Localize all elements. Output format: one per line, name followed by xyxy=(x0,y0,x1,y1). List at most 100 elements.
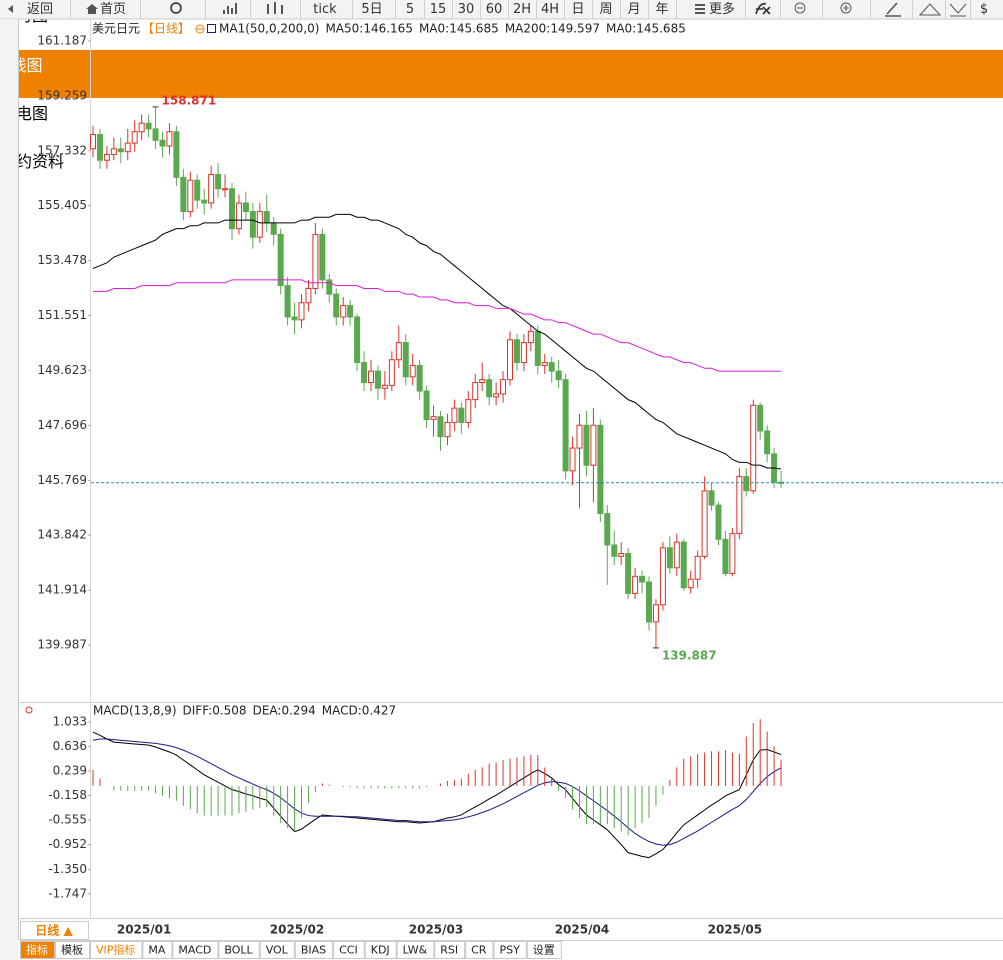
candle-body xyxy=(646,581,652,623)
candle-body xyxy=(256,211,263,238)
triangle-icon[interactable] xyxy=(918,3,942,16)
refresh-icon[interactable] xyxy=(170,2,182,14)
low-label: 139.887 xyxy=(662,648,717,662)
y-tick-label: 0.636 xyxy=(53,739,87,753)
bottom-tab[interactable]: VIP指标 xyxy=(96,943,135,957)
legend-entry: DIFF:0.508 xyxy=(183,704,247,718)
toolbar-button[interactable]: 30 xyxy=(458,2,475,17)
toolbar-button[interactable]: 5 xyxy=(406,2,414,17)
period-button[interactable]: 日线 ▲ xyxy=(35,923,73,938)
bottom-tab[interactable]: MACD xyxy=(178,944,211,957)
toolbar-button[interactable]: 2H xyxy=(513,2,531,17)
toolbar-button[interactable]: 5日 xyxy=(361,2,382,17)
candle-body xyxy=(472,382,479,401)
candle-body xyxy=(666,547,673,569)
candle-body xyxy=(500,379,507,395)
bottom-tab[interactable]: BIAS xyxy=(301,944,326,957)
toolbar-button[interactable]: 更多 xyxy=(709,1,735,17)
candle-body xyxy=(319,233,326,281)
toolbar-button[interactable]: 年 xyxy=(655,2,668,17)
candle-body xyxy=(576,424,583,449)
high-label: 158.871 xyxy=(162,93,217,107)
candle-body xyxy=(708,490,715,506)
y-tick-label: -0.158 xyxy=(48,788,87,802)
toolbar-button[interactable]: 15 xyxy=(430,2,447,17)
toolbar-button[interactable]: 返回 xyxy=(27,2,53,17)
bottom-tab[interactable]: VOL xyxy=(266,944,289,957)
candle-body xyxy=(715,504,722,540)
candle-body xyxy=(402,342,409,378)
candle-body xyxy=(270,222,277,235)
pen-icon[interactable] xyxy=(885,2,901,17)
candle-icon[interactable] xyxy=(267,2,283,14)
bottom-tab[interactable]: BOLL xyxy=(224,944,253,957)
toolbar-button[interactable]: 月 xyxy=(627,2,640,17)
tab-box xyxy=(493,941,527,959)
bottom-tab[interactable]: RSI xyxy=(440,944,458,957)
toolbar-button[interactable]: tick xyxy=(313,2,337,17)
toolbar-button[interactable]: 4H xyxy=(541,2,559,17)
candle-body xyxy=(430,416,437,421)
x-tick-label: 2025/05 xyxy=(708,923,762,937)
toolbar-button[interactable]: 周 xyxy=(599,2,612,17)
toolbar-button[interactable]: 60 xyxy=(486,2,503,17)
legend-entry: MA1(50,0,200,0) xyxy=(219,22,319,36)
candle-body xyxy=(291,316,298,321)
home-icon xyxy=(86,4,98,14)
period-button-box[interactable] xyxy=(20,921,89,940)
tab-box xyxy=(20,941,55,959)
ma-icon[interactable] xyxy=(207,24,216,33)
bottom-tab[interactable]: PSY xyxy=(499,944,520,957)
chart-title: 美元日元 xyxy=(92,22,140,36)
tab-box xyxy=(333,941,365,959)
candle-body xyxy=(340,305,347,318)
zoom-in-icon[interactable] xyxy=(840,2,852,14)
tab-box xyxy=(434,941,466,959)
candle-body xyxy=(131,131,138,144)
candle-body xyxy=(312,233,319,289)
bottom-tab[interactable]: MA xyxy=(148,944,165,957)
candle-body xyxy=(96,134,103,161)
candle-body xyxy=(701,490,708,557)
candle-body xyxy=(416,364,423,392)
bottom-tab[interactable]: LW& xyxy=(403,944,428,957)
candle-body xyxy=(277,233,284,287)
candle-body xyxy=(305,287,312,304)
candle-body xyxy=(263,211,270,224)
candle-body xyxy=(639,575,646,583)
toolbar-button[interactable]: 首页 xyxy=(100,2,126,17)
down-icon[interactable] xyxy=(949,3,967,17)
y-tick-label: 139.987 xyxy=(37,638,87,652)
legend-entry: MA50:146.165 xyxy=(325,22,413,36)
legend-entry: DEA:0.294 xyxy=(253,704,316,718)
collapse-icon[interactable] xyxy=(195,24,205,34)
candle-body xyxy=(513,339,520,364)
candle-body xyxy=(173,131,180,178)
fx-icon[interactable] xyxy=(755,2,771,15)
toolbar-button[interactable]: 日 xyxy=(571,2,584,17)
tab-box xyxy=(294,941,334,959)
candle-body xyxy=(117,148,124,153)
candle-body xyxy=(652,604,659,623)
x-tick-label: 2025/03 xyxy=(409,923,463,937)
bottom-tab[interactable]: 设置 xyxy=(533,944,555,957)
bottom-tab[interactable]: CCI xyxy=(339,944,358,957)
candle-body xyxy=(166,131,173,147)
tab-box xyxy=(526,941,562,959)
tab-box xyxy=(172,941,219,959)
bottom-tab[interactable]: CR xyxy=(471,944,487,957)
candle-body xyxy=(201,199,208,204)
sidebar-tab[interactable]: K线图 xyxy=(0,50,1003,98)
bars-icon[interactable] xyxy=(223,3,237,14)
bottom-tab[interactable]: 指标 xyxy=(26,943,48,957)
x-tick-label: 2025/01 xyxy=(117,923,171,937)
candle-body xyxy=(103,154,110,161)
y-tick-label: 157.332 xyxy=(37,143,87,157)
candle-body xyxy=(625,553,632,594)
candle-body xyxy=(632,575,639,594)
toolbar-button[interactable]: $ xyxy=(980,2,988,17)
zoom-out-icon[interactable] xyxy=(794,2,806,14)
bottom-tab[interactable]: 模板 xyxy=(61,943,83,957)
bottom-tab[interactable]: KDJ xyxy=(371,944,390,957)
